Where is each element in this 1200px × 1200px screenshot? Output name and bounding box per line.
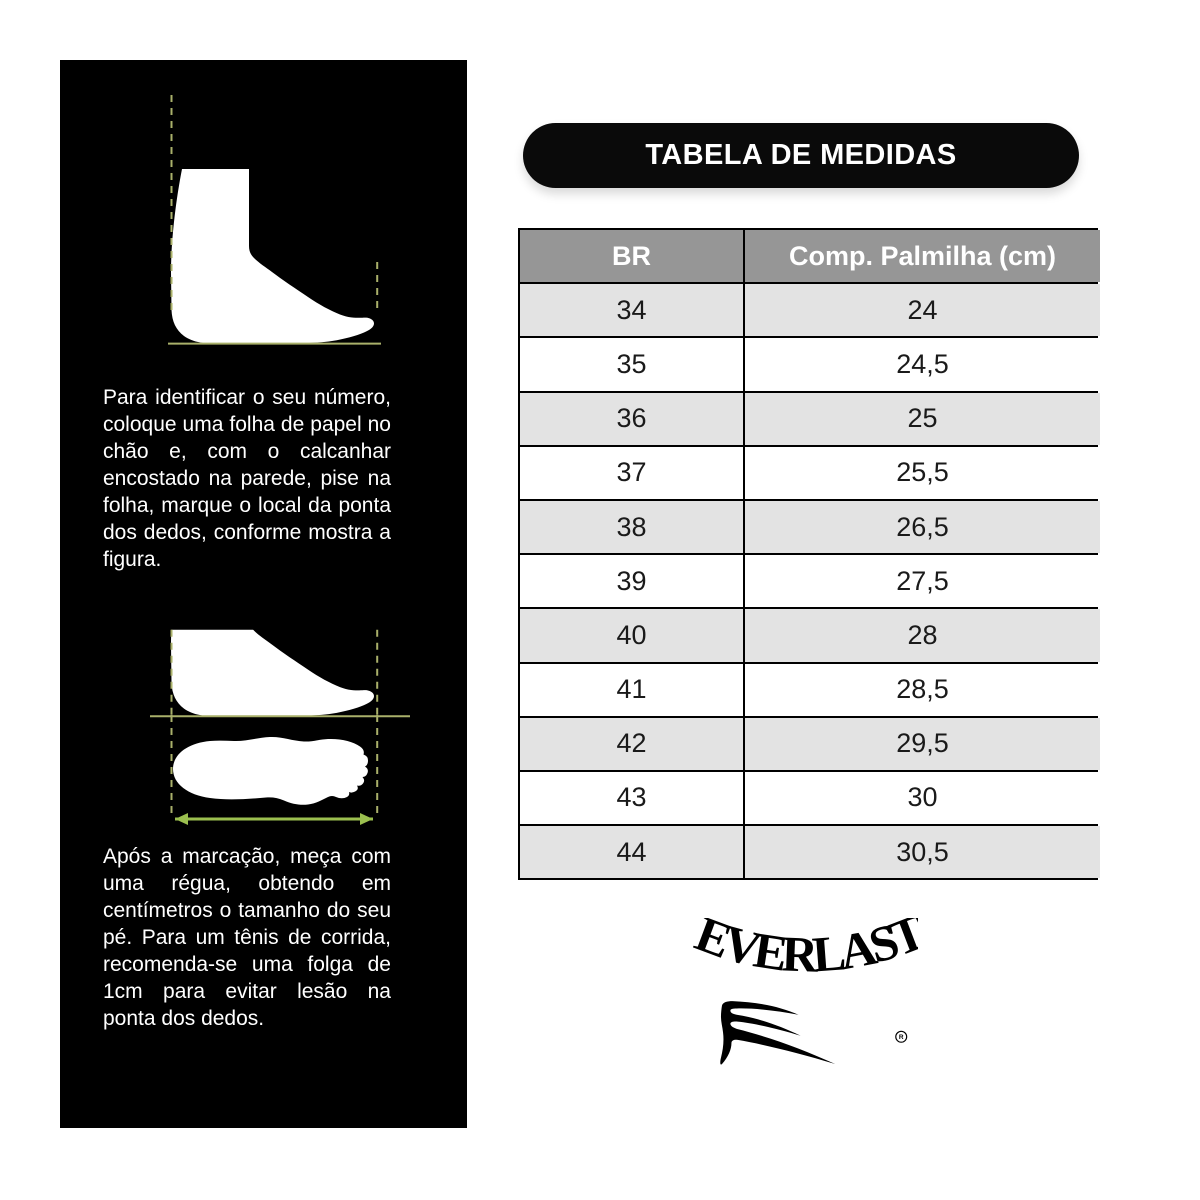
- svg-text:EVERLAST: EVERLAST: [688, 918, 918, 983]
- svg-text:R: R: [899, 1034, 904, 1041]
